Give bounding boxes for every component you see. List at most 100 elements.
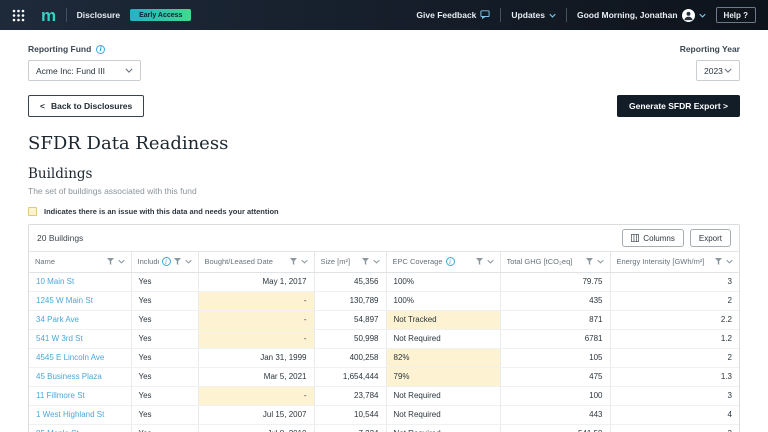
cell-intensity: 2 (610, 291, 739, 311)
table-row: 4545 E Lincoln Ave Yes Jan 31, 1999 400,258… (29, 348, 739, 368)
sort-chevron-icon[interactable] (372, 259, 380, 264)
buildings-rows: 10 Main St Yes May 1, 2017 45,356 100% 79.75 3… (29, 272, 739, 432)
cell-included: Yes (131, 367, 199, 387)
filter-icon[interactable] (585, 258, 593, 266)
chevron-down-icon (549, 13, 556, 18)
updates-menu[interactable]: Updates (511, 10, 556, 20)
building-link[interactable]: 45 Business Plaza (36, 372, 102, 381)
reporting-year-field: Reporting Year 2023 (680, 44, 740, 81)
cell-size: 50,998 (314, 329, 387, 349)
cell-intensity: 2 (610, 348, 739, 368)
cell-ghg: 871 (500, 310, 611, 330)
sort-chevron-icon[interactable] (300, 259, 308, 264)
cell-date: Jul 8, 2010 (198, 424, 315, 432)
cell-included: Yes (131, 329, 199, 349)
sort-chevron-icon[interactable] (726, 259, 733, 264)
column-header-name: Name (29, 252, 132, 273)
sort-chevron-icon[interactable] (596, 259, 604, 264)
filter-icon[interactable] (361, 258, 369, 266)
divider (500, 8, 502, 22)
building-link[interactable]: 85 Maple St (36, 429, 79, 432)
building-link[interactable]: 1 West Highland St (36, 410, 105, 419)
cell-ghg: 475 (500, 367, 611, 387)
building-link[interactable]: 1245 W Main St (36, 296, 93, 305)
column-label: Bought/Leased Date (204, 257, 273, 267)
user-menu[interactable]: Good Morning, Jonathan (577, 8, 706, 22)
generate-sfdr-export-button[interactable]: Generate SFDR Export > (617, 95, 740, 117)
cell-size: 400,258 (314, 348, 387, 368)
cell-size: 23,784 (314, 386, 387, 406)
building-link[interactable]: 11 Fillmore St (36, 391, 85, 400)
cell-included: Yes (131, 272, 199, 292)
filter-icon[interactable] (715, 258, 722, 266)
filter-icon[interactable] (289, 258, 297, 266)
give-feedback-label: Give Feedback (416, 10, 477, 20)
cell-name: 541 W 3rd St (29, 329, 132, 349)
cell-ghg: 435 (500, 291, 611, 311)
issue-legend-text: Indicates there is an issue with this da… (44, 207, 279, 216)
cell-date: Jan 31, 1999 (198, 348, 315, 368)
columns-button[interactable]: Columns (622, 229, 684, 247)
cell-epc: 100% (386, 272, 501, 292)
cell-size: 7,224 (314, 424, 387, 432)
column-label: Size [m²] (320, 257, 351, 267)
cell-intensity: 4 (610, 405, 739, 425)
apps-grid-icon[interactable] (12, 9, 25, 22)
info-icon[interactable]: i (96, 44, 106, 54)
cell-size: 54,897 (314, 310, 387, 330)
filter-icon[interactable] (475, 258, 483, 266)
cell-epc: Not Required (386, 405, 501, 425)
cell-epc: 82% (386, 348, 501, 368)
table-row: 1245 W Main St Yes -130,789 100% 435 2 (29, 291, 739, 311)
table-row: 34 Park Ave Yes -54,897 Not Tracked 871 2.2 (29, 310, 739, 330)
fund-select-value: Acme Inc: Fund III (36, 65, 105, 76)
cell-included: Yes (131, 291, 199, 311)
avatar (681, 8, 695, 22)
column-header-epc: EPC Coverage i (386, 252, 501, 273)
cell-epc: 79% (386, 367, 501, 387)
cell-intensity: 3 (610, 386, 739, 406)
sort-chevron-icon[interactable] (117, 259, 125, 264)
divider (565, 8, 567, 22)
cell-name: 1245 W Main St (29, 291, 132, 311)
export-button[interactable]: Export (689, 229, 731, 247)
sort-chevron-icon[interactable] (486, 259, 494, 264)
fund-select[interactable]: Acme Inc: Fund III (28, 60, 141, 81)
back-button[interactable]: < Back to Disclosures (28, 95, 145, 117)
give-feedback-button[interactable]: Give Feedback (416, 9, 491, 21)
cell-name: 85 Maple St (29, 424, 132, 432)
product-name: Disclosure (76, 10, 121, 20)
cell-date: Jul 15, 2007 (198, 405, 315, 425)
building-link[interactable]: 4545 E Lincoln Ave (36, 353, 105, 362)
cell-included: Yes (131, 424, 199, 432)
divider (65, 8, 67, 22)
year-select[interactable]: 2023 (696, 60, 740, 81)
cell-name: 10 Main St (29, 272, 132, 292)
building-link[interactable]: 541 W 3rd St (36, 334, 83, 343)
help-button[interactable]: Help ? (715, 7, 756, 23)
feedback-chat-icon (480, 9, 491, 21)
table-row: 11 Fillmore St Yes -23,784 Not Required 100 3 (29, 386, 739, 406)
cell-epc: Not Required (386, 329, 501, 349)
section-title: Buildings (28, 166, 93, 182)
info-icon[interactable]: i (161, 257, 171, 267)
cell-included: Yes (131, 310, 199, 330)
info-icon[interactable]: i (445, 257, 455, 267)
chevron-down-icon (125, 68, 133, 73)
cell-date: - (198, 386, 315, 406)
filter-icon[interactable] (106, 258, 114, 266)
column-header-intensity: Energy Intensity [GWh/m²] (610, 252, 739, 273)
cell-intensity: 1.3 (610, 367, 739, 387)
buildings-table-card: 20 Buildings Columns Export Name (28, 224, 740, 432)
columns-button-label: Columns (643, 233, 675, 243)
early-access-badge: Early Access (130, 9, 192, 21)
sort-chevron-icon[interactable] (184, 259, 192, 264)
brand-logo[interactable]: m (41, 5, 56, 25)
building-link[interactable]: 34 Park Ave (36, 315, 79, 324)
cell-intensity: 2.2 (610, 310, 739, 330)
filter-icon[interactable] (173, 258, 181, 266)
building-link[interactable]: 10 Main St (36, 277, 75, 286)
column-label: Included (137, 257, 159, 267)
cell-intensity: 3 (610, 272, 739, 292)
